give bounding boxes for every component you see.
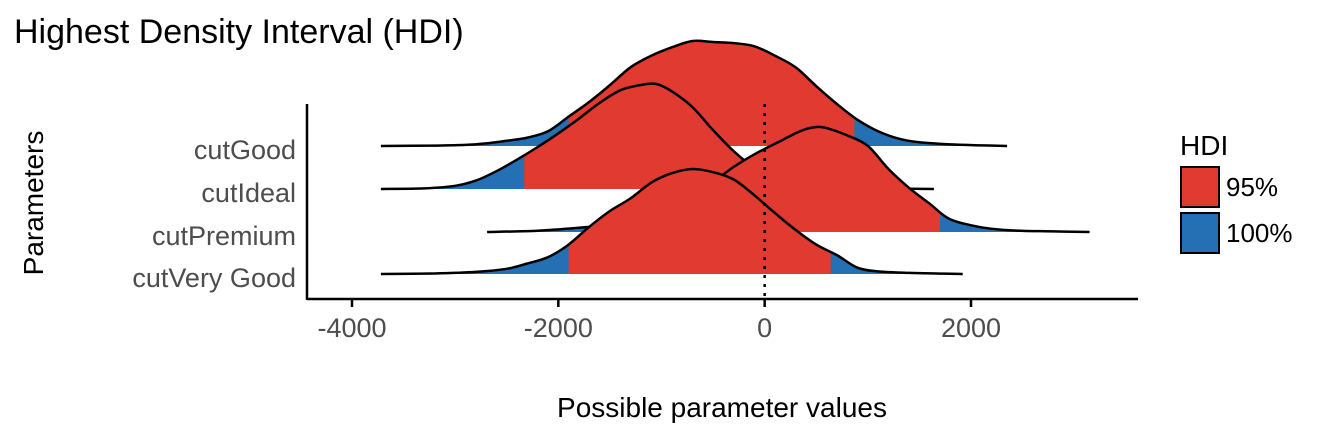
legend-title: HDI (1180, 130, 1229, 161)
x-tick-label-2: 0 (757, 313, 772, 343)
x-tick-label-0: -4000 (317, 313, 386, 343)
hdi-95-area-cutideal (524, 83, 781, 189)
y-tick-label-cutideal: cutIdeal (201, 178, 296, 208)
legend-item-100: 100% (1180, 210, 1293, 256)
density-curve-cutvery-good (380, 167, 963, 276)
x-tick-label-1: -2000 (524, 313, 593, 343)
y-axis-title: Parameters (18, 130, 49, 276)
y-tick-label-cutpremium: cutPremium (152, 221, 296, 251)
density-curve-cutgood (380, 39, 1008, 148)
hdi-95-area-cutvery-good (568, 168, 831, 274)
ridge-cutvery-good (380, 167, 963, 276)
x-axis-title: Possible parameter values (557, 392, 887, 423)
legend-swatch-100 (1180, 212, 1220, 254)
chart-title: Highest Density Interval (HDI) (14, 13, 464, 51)
legend-item-95: 95% (1180, 164, 1293, 210)
y-tick-label-cutgood: cutGood (194, 135, 296, 165)
density-ridges (380, 39, 1090, 276)
legend-label-100: 100% (1226, 217, 1293, 248)
x-tick-label-3: 2000 (941, 313, 1001, 343)
legend: HDI 95% 100% (1180, 128, 1293, 256)
legend-swatch-95 (1180, 166, 1220, 208)
legend-label-95: 95% (1226, 171, 1279, 202)
x-axis: -4000 -2000 0 2000 (307, 297, 1138, 343)
y-tick-labels: cutGood cutIdeal cutPremium cutVery Good (132, 135, 296, 293)
y-tick-label-cutvery-good: cutVery Good (132, 263, 296, 293)
